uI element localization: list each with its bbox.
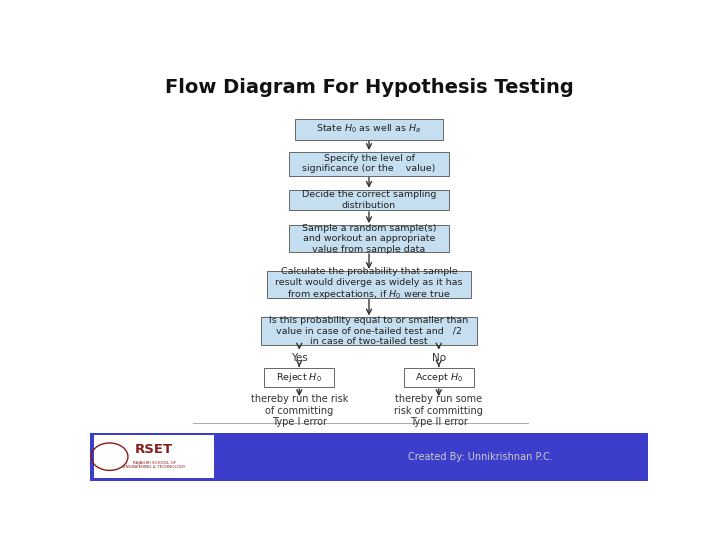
Text: State $H_0$ as well as $H_a$: State $H_0$ as well as $H_a$ bbox=[317, 123, 421, 136]
FancyBboxPatch shape bbox=[289, 190, 449, 210]
FancyBboxPatch shape bbox=[289, 225, 449, 252]
Text: Reject $H_0$: Reject $H_0$ bbox=[276, 372, 322, 384]
FancyBboxPatch shape bbox=[267, 271, 471, 298]
FancyBboxPatch shape bbox=[289, 152, 449, 176]
Text: Accept $H_0$: Accept $H_0$ bbox=[415, 372, 463, 384]
Text: Flow Diagram For Hypothesis Testing: Flow Diagram For Hypothesis Testing bbox=[165, 78, 573, 97]
Text: Is this probability equal to or smaller than
value in case of one-tailed test an: Is this probability equal to or smaller … bbox=[269, 316, 469, 346]
Text: Created By: Unnikrishnan P.C.: Created By: Unnikrishnan P.C. bbox=[408, 451, 553, 462]
FancyBboxPatch shape bbox=[261, 317, 477, 345]
FancyBboxPatch shape bbox=[404, 368, 474, 388]
Text: Sample a random sample(s)
and workout an appropriate
value from sample data: Sample a random sample(s) and workout an… bbox=[302, 224, 436, 253]
FancyBboxPatch shape bbox=[264, 368, 334, 388]
Text: No: No bbox=[432, 353, 446, 363]
Text: Decide the correct sampling
distribution: Decide the correct sampling distribution bbox=[302, 190, 436, 210]
Text: thereby run some
risk of committing
Type II error: thereby run some risk of committing Type… bbox=[395, 394, 483, 427]
Text: RSET: RSET bbox=[135, 443, 174, 456]
Text: RAJAGIRI SCHOOL OF
ENGINEERING & TECHNOLOGY: RAJAGIRI SCHOOL OF ENGINEERING & TECHNOL… bbox=[123, 461, 185, 469]
Text: thereby run the risk
of committing
Type I error: thereby run the risk of committing Type … bbox=[251, 394, 348, 427]
FancyBboxPatch shape bbox=[294, 119, 444, 140]
Text: Yes: Yes bbox=[291, 353, 307, 363]
Bar bbox=[90, 433, 648, 481]
Bar bbox=[94, 435, 215, 478]
Text: Calculate the probability that sample
result would diverge as widely as it has
f: Calculate the probability that sample re… bbox=[275, 267, 463, 301]
Text: Specify the level of
significance (or the    value): Specify the level of significance (or th… bbox=[302, 154, 436, 173]
